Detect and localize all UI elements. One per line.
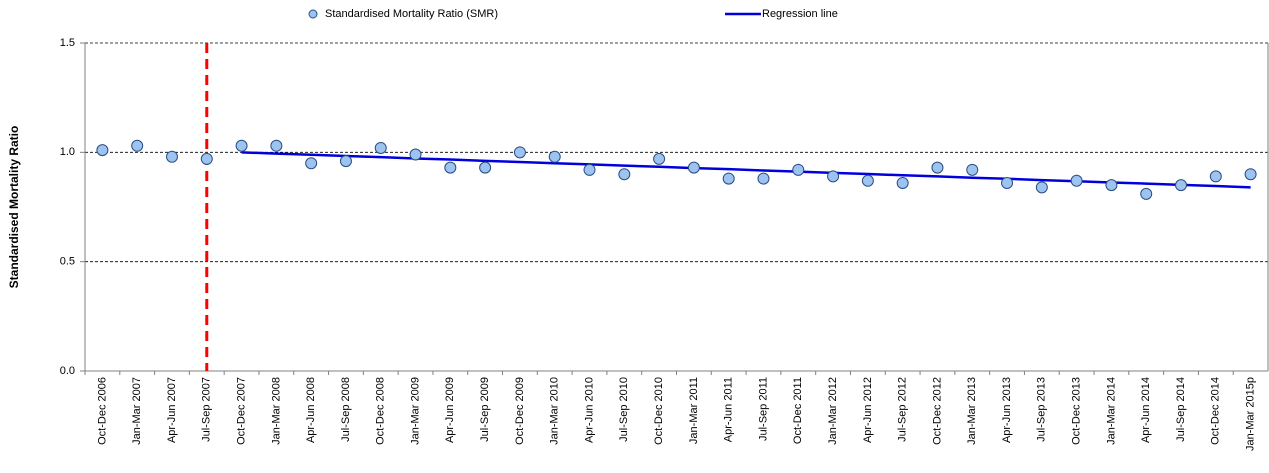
x-tick-label: Jul-Sep 2012 [897,377,909,442]
data-point [165,150,178,163]
x-tick-label: Oct-Dec 2006 [96,377,108,445]
data-point [444,161,457,174]
x-tick-label: Jan-Mar 2015p [1245,377,1257,451]
x-tick-label: Jan-Mar 2007 [131,377,143,445]
data-point [513,146,526,159]
legend-marker [308,9,318,19]
x-tick-label: Jul-Sep 2007 [201,377,213,442]
x-tick-label: Jul-Sep 2010 [618,377,630,442]
y-tick-label: 0.0 [60,365,75,377]
data-point [1209,170,1222,183]
data-point [966,163,979,176]
y-tick-label: 1.0 [60,146,75,158]
x-tick-label: Oct-Dec 2012 [931,377,943,445]
regression-line [241,151,1251,189]
data-point [1001,176,1014,189]
y-tick-label: 0.5 [60,256,75,268]
data-point [200,152,213,165]
x-tick-label: Oct-Dec 2009 [514,377,526,445]
data-point [722,172,735,185]
x-tick-label: Oct-Dec 2011 [792,377,804,444]
data-point [1035,181,1048,194]
data-point [339,155,352,168]
x-tick-label: Jan-Mar 2012 [827,377,839,445]
x-tick-label: Apr-Jun 2013 [1001,377,1013,443]
x-tick-label: Apr-Jun 2012 [862,377,874,443]
data-point [374,141,387,154]
x-tick-label: Apr-Jun 2011 [723,377,735,442]
data-point [827,170,840,183]
x-tick-label: Apr-Jun 2014 [1140,377,1152,443]
x-tick-label: Apr-Jun 2009 [444,377,456,443]
data-point [270,139,283,152]
x-tick-label: Apr-Jun 2010 [583,377,595,443]
x-tick-label: Jan-Mar 2014 [1105,377,1117,445]
data-point [1140,187,1153,200]
x-tick-label: Oct-Dec 2010 [653,377,665,445]
data-point [687,161,700,174]
x-tick-label: Oct-Dec 2013 [1071,377,1083,445]
y-axis-label: Standardised Mortality Ratio [7,126,21,289]
x-tick-label: Oct-Dec 2008 [375,377,387,445]
x-tick-label: Jul-Sep 2011 [757,377,769,441]
x-tick-label: Oct-Dec 2007 [235,377,247,445]
x-tick-label: Jan-Mar 2008 [270,377,282,445]
data-point [583,163,596,176]
data-point [1175,179,1188,192]
x-tick-label: Apr-Jun 2007 [166,377,178,443]
data-point [305,157,318,170]
x-tick-label: Jul-Sep 2008 [340,377,352,442]
data-point [1244,168,1257,181]
data-point [235,139,248,152]
data-point [479,161,492,174]
data-point [96,144,109,157]
x-tick-label: Oct-Dec 2014 [1210,377,1222,445]
data-point [131,139,144,152]
data-point [931,161,944,174]
legend-label: Regression line [762,8,838,20]
data-point [548,150,561,163]
x-tick-label: Jul-Sep 2014 [1175,377,1187,442]
data-point [409,148,422,161]
x-tick-label: Jan-Mar 2013 [966,377,978,445]
data-point [618,168,631,181]
data-point [1105,179,1118,192]
x-tick-label: Apr-Jun 2008 [305,377,317,443]
x-tick-label: Jul-Sep 2013 [1036,377,1048,442]
x-tick-label: Jul-Sep 2009 [479,377,491,442]
legend-label: Standardised Mortality Ratio (SMR) [325,8,498,20]
x-tick-label: Jan-Mar 2010 [549,377,561,445]
data-point [653,152,666,165]
data-point [896,176,909,189]
y-tick-label: 1.5 [60,37,75,49]
data-point [757,172,770,185]
x-tick-label: Jan-Mar 2009 [409,377,421,445]
data-point [1070,174,1083,187]
data-point [861,174,874,187]
x-tick-label: Jan-Mar 2011 [688,377,700,444]
data-point [792,163,805,176]
